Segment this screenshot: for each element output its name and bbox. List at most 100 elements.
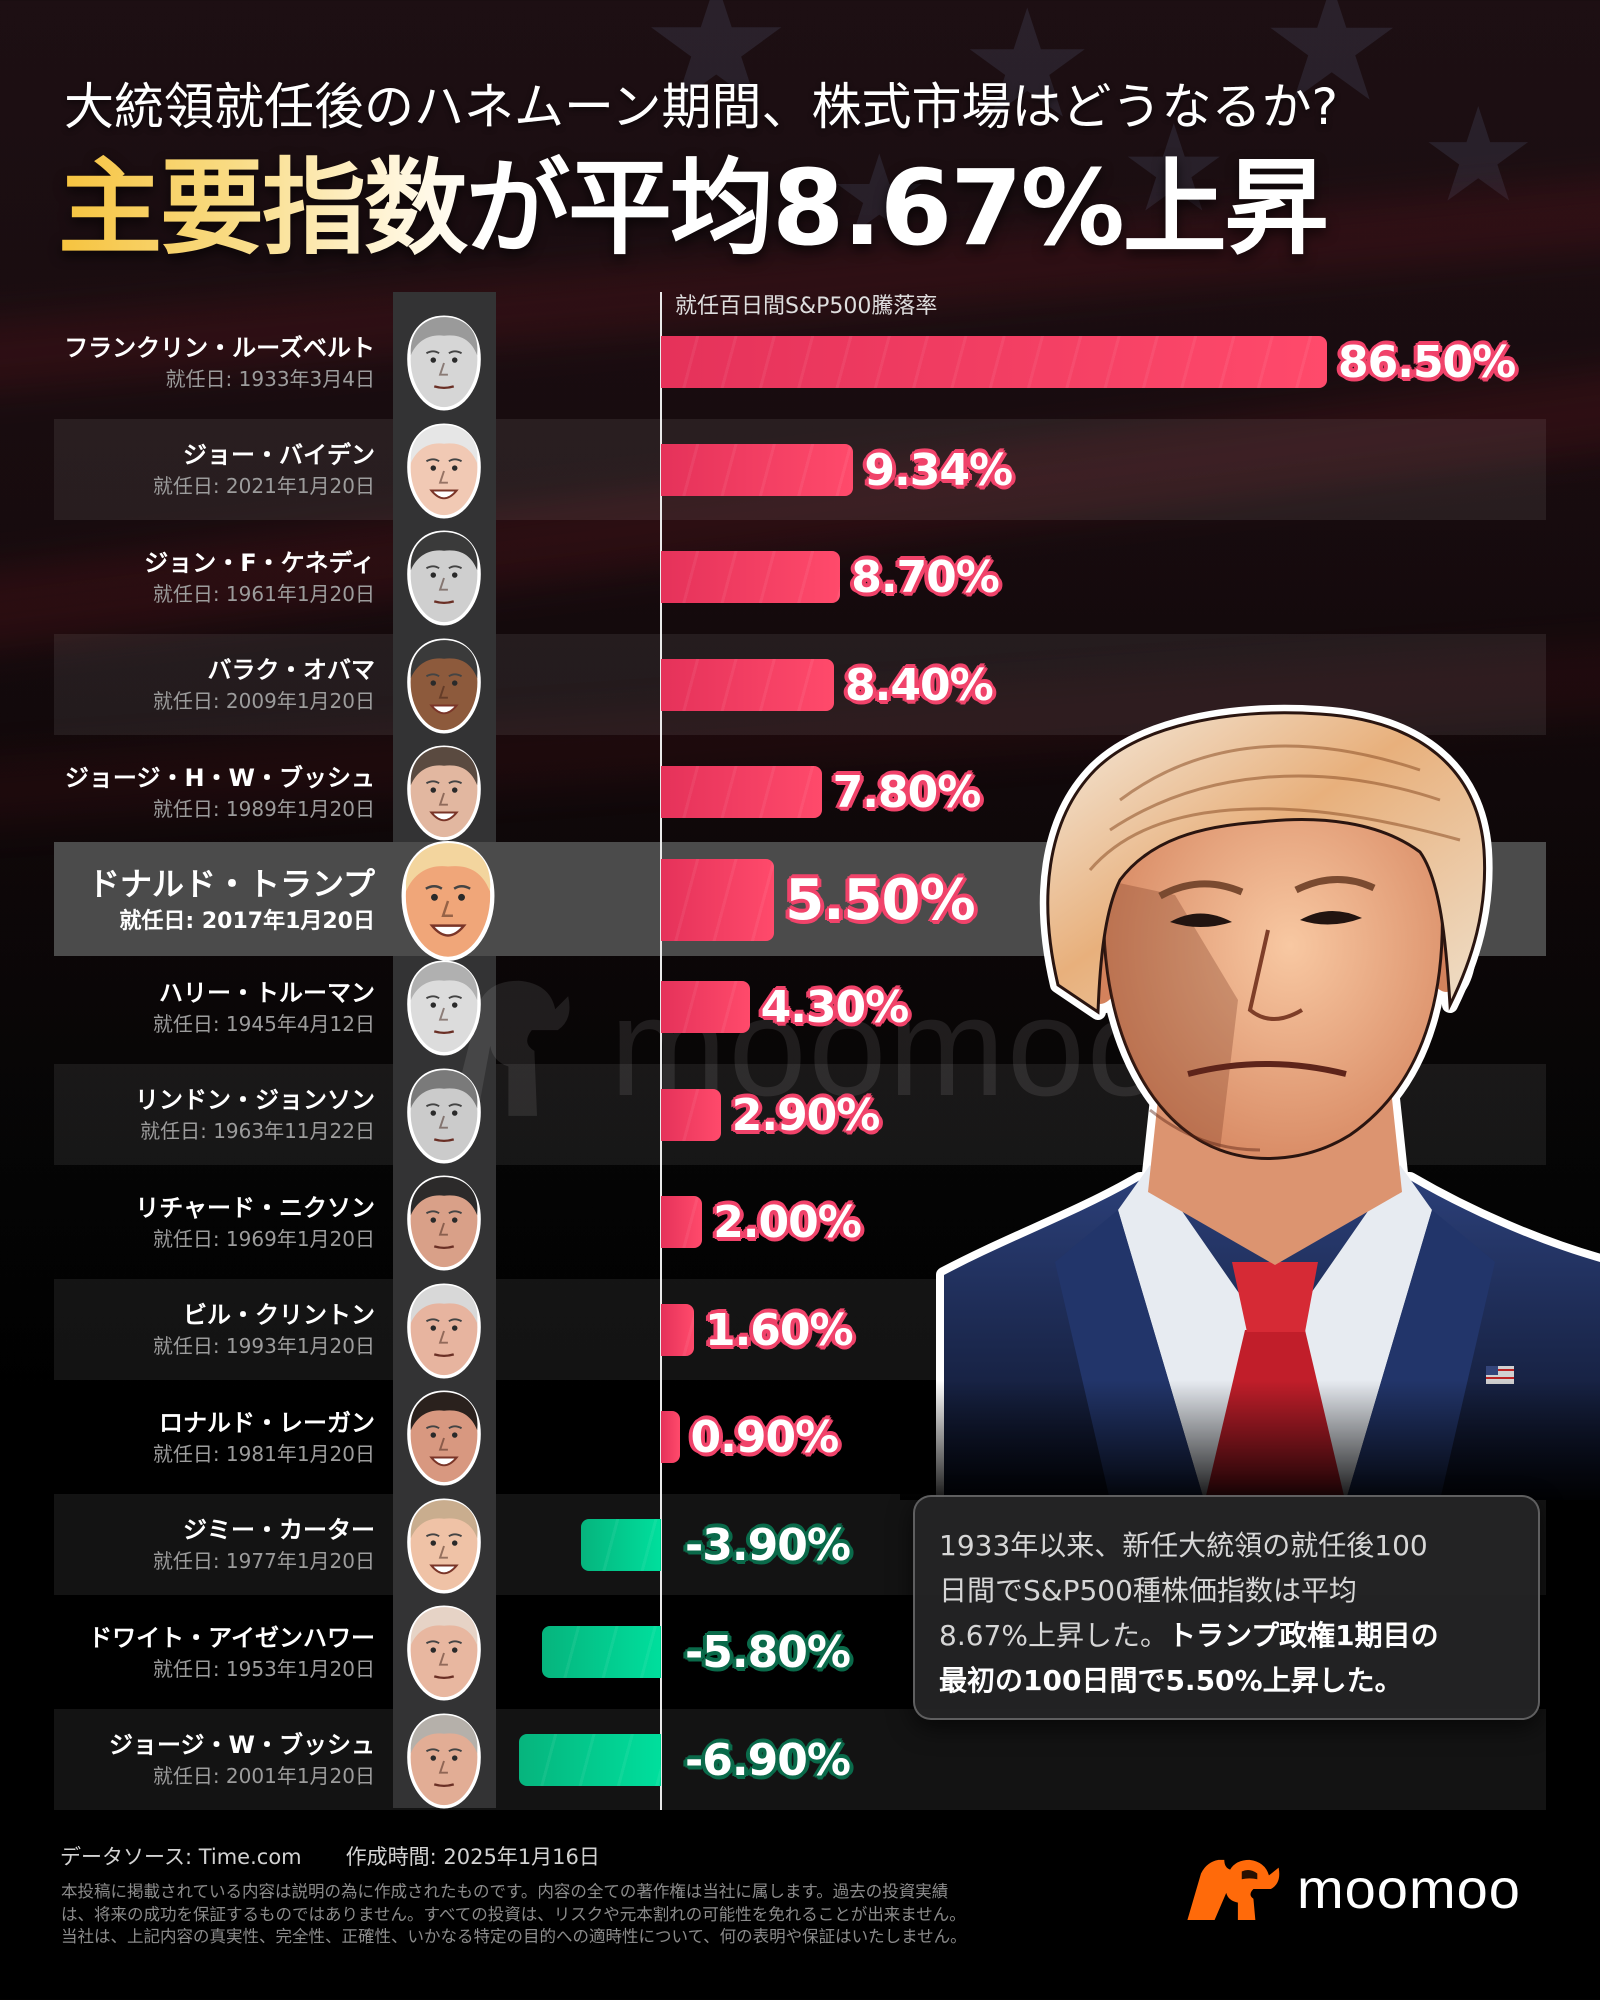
change-bar bbox=[661, 1303, 694, 1356]
president-row: リチャード・ニクソン 就任日: 1969年1月20日 2.00% bbox=[54, 1169, 1546, 1277]
inauguration-date: 就任日: 1993年1月20日 bbox=[152, 1334, 375, 1359]
president-label: リチャード・ニクソン 就任日: 1969年1月20日 bbox=[54, 1169, 375, 1277]
flag-star-icon: ★ bbox=[960, 0, 1095, 152]
disclaimer-line: 当社は、上記内容の真実性、完全性、正確性、いかなる特定の目的への適時性について、… bbox=[61, 1927, 967, 1946]
change-value-label: 1.60% bbox=[704, 1304, 854, 1356]
headline: 主要指数が平均8.67%上昇 bbox=[58, 147, 1329, 269]
flag-star-icon: ★ bbox=[640, 0, 793, 144]
change-bar bbox=[661, 858, 775, 941]
inauguration-date: 就任日: 1969年1月20日 bbox=[152, 1226, 375, 1251]
disclaimer: 本投稿に掲載されている内容は説明の為に作成されたものです。内容の全ての著作権は当… bbox=[61, 1881, 967, 1949]
change-value-label: 7.80% bbox=[832, 767, 982, 819]
inauguration-date: 就任日: 2009年1月20日 bbox=[152, 689, 375, 714]
callout-text: 1933年以来、新任大統領の就任後100 bbox=[939, 1529, 1428, 1562]
change-bar bbox=[661, 1411, 680, 1463]
president-avatar bbox=[405, 419, 483, 523]
president-avatar bbox=[405, 634, 483, 738]
inauguration-date: 就任日: 1961年1月20日 bbox=[152, 581, 375, 606]
president-avatar bbox=[405, 1601, 483, 1705]
president-row: ドワイト・アイゼンハワー 就任日: 1953年1月20日 -5.80% bbox=[54, 1599, 1546, 1707]
callout-line: 8.67%上昇した。トランプ政権1期目の bbox=[939, 1613, 1520, 1658]
inauguration-date: 就任日: 1953年1月20日 bbox=[152, 1656, 375, 1681]
change-bar bbox=[661, 336, 1327, 388]
source-line: データソース: Time.com 作成時間: 2025年1月16日 bbox=[60, 1843, 600, 1871]
flag-star-icon: ★ bbox=[1260, 0, 1404, 137]
change-value-label: 8.70% bbox=[851, 552, 1000, 604]
inauguration-date: 就任日: 2017年1月20日 bbox=[119, 909, 375, 935]
president-avatar bbox=[405, 1386, 483, 1490]
president-name: ジミー・カーター bbox=[183, 1516, 375, 1545]
president-label: リンドン・ジョンソン 就任日: 1963年11月22日 bbox=[54, 1062, 375, 1170]
president-name: バラク・オバマ bbox=[207, 656, 375, 685]
president-name: ドナルド・トランプ bbox=[87, 865, 375, 904]
flag-star-icon: ★ bbox=[1120, 110, 1228, 230]
president-name: ロナルド・レーガン bbox=[159, 1408, 375, 1437]
inauguration-date: 就任日: 1981年1月20日 bbox=[152, 1441, 375, 1466]
president-label: ジョージ・H・W・ブッシュ 就任日: 1989年1月20日 bbox=[54, 739, 375, 847]
callout-line: 最初の100日間で5.50%上昇した。 bbox=[939, 1658, 1520, 1703]
president-label: ジョー・バイデン 就任日: 2021年1月20日 bbox=[54, 417, 375, 525]
callout-text: 8.67%上昇した。 bbox=[939, 1619, 1168, 1652]
president-label: ジミー・カーター 就任日: 1977年1月20日 bbox=[54, 1492, 375, 1600]
disclaimer-line: 本投稿に掲載されている内容は説明の為に作成されたものです。内容の全ての著作権は当… bbox=[61, 1882, 949, 1901]
president-avatar bbox=[405, 1279, 483, 1383]
change-bar bbox=[661, 766, 822, 818]
change-bar bbox=[661, 1196, 703, 1248]
change-value-label: -3.90% bbox=[685, 1519, 851, 1571]
change-bar bbox=[541, 1626, 661, 1678]
president-avatar bbox=[405, 1709, 483, 1813]
moomoo-bull-icon bbox=[1187, 1859, 1280, 1921]
change-bar bbox=[661, 981, 750, 1033]
change-value-label: 2.90% bbox=[731, 1089, 881, 1141]
president-row-highlighted: ドナルド・トランプ 就任日: 2017年1月20日 5.50% bbox=[54, 840, 1546, 961]
president-label: ジョン・F・ケネディ 就任日: 1961年1月20日 bbox=[54, 524, 375, 632]
change-value-label: 2.00% bbox=[713, 1197, 862, 1249]
inauguration-date: 就任日: 1977年1月20日 bbox=[152, 1549, 375, 1574]
change-bar bbox=[518, 1733, 661, 1786]
callout-emphasis: 最初の100日間で5.50%上昇した。 bbox=[939, 1664, 1403, 1697]
callout-line: 1933年以来、新任大統領の就任後100 bbox=[939, 1523, 1520, 1568]
row-background bbox=[54, 1708, 1546, 1810]
inauguration-date: 就任日: 2021年1月20日 bbox=[152, 474, 375, 499]
president-label: ハリー・トルーマン 就任日: 1945年4月12日 bbox=[54, 954, 375, 1062]
president-label: ロナルド・レーガン 就任日: 1981年1月20日 bbox=[54, 1384, 375, 1492]
president-name: リンドン・ジョンソン bbox=[135, 1086, 375, 1115]
president-avatar bbox=[405, 956, 483, 1060]
inauguration-date: 就任日: 1963年11月22日 bbox=[140, 1119, 375, 1144]
change-value-label: -6.90% bbox=[685, 1734, 851, 1786]
president-row: ロナルド・レーガン 就任日: 1981年1月20日 0.90% bbox=[54, 1384, 1546, 1492]
president-avatar bbox=[405, 741, 483, 845]
president-label: バラク・オバマ 就任日: 2009年1月20日 bbox=[54, 632, 375, 740]
president-label: ドナルド・トランプ 就任日: 2017年1月20日 bbox=[54, 847, 375, 955]
president-name: ジョン・F・ケネディ bbox=[144, 548, 375, 577]
change-value-label: 0.90% bbox=[690, 1412, 840, 1464]
president-label: フランクリン・ルーズベルト 就任日: 1933年3月4日 bbox=[54, 309, 375, 417]
president-row: ジョージ・H・W・ブッシュ 就任日: 1989年1月20日 7.80% bbox=[54, 739, 1546, 847]
president-row: バラク・オバマ 就任日: 2009年1月20日 8.40% bbox=[54, 632, 1546, 740]
callout-emphasis: トランプ政権1期目の bbox=[1167, 1619, 1439, 1652]
created-date: 作成時間: 2025年1月16日 bbox=[345, 1845, 600, 1869]
president-name: ジョー・バイデン bbox=[183, 441, 375, 470]
president-row: フランクリン・ルーズベルト 就任日: 1933年3月4日 86.50% bbox=[54, 309, 1546, 417]
president-avatar bbox=[405, 526, 483, 630]
inauguration-date: 就任日: 1989年1月20日 bbox=[152, 796, 375, 821]
inauguration-date: 就任日: 1945年4月12日 bbox=[152, 1011, 375, 1036]
zero-axis-line bbox=[660, 292, 662, 1810]
president-row: ジョン・F・ケネディ 就任日: 1961年1月20日 8.70% bbox=[54, 524, 1546, 632]
president-avatar bbox=[405, 1064, 483, 1168]
change-bar bbox=[661, 443, 854, 496]
change-value-label: 4.30% bbox=[760, 982, 910, 1034]
change-bar bbox=[580, 1518, 661, 1571]
president-name: ビル・クリントン bbox=[183, 1301, 375, 1330]
president-avatar bbox=[405, 311, 483, 415]
change-value-label: 8.40% bbox=[845, 659, 994, 711]
president-row: ジョー・バイデン 就任日: 2021年1月20日 9.34% bbox=[54, 417, 1546, 525]
page-title: 大統領就任後のハネムーン期間、株式市場はどうなるか? bbox=[64, 78, 1339, 136]
callout-line: 日間でS&P500種株価指数は平均 bbox=[939, 1568, 1520, 1613]
president-name: ジョージ・H・W・ブッシュ bbox=[64, 763, 375, 792]
change-value-label: 86.50% bbox=[1338, 337, 1516, 389]
president-row: リンドン・ジョンソン 就任日: 1963年11月22日 2.90% bbox=[54, 1062, 1546, 1170]
change-value-label: -5.80% bbox=[685, 1627, 851, 1679]
president-label: ビル・クリントン 就任日: 1993年1月20日 bbox=[54, 1277, 375, 1385]
president-avatar bbox=[405, 1171, 483, 1275]
